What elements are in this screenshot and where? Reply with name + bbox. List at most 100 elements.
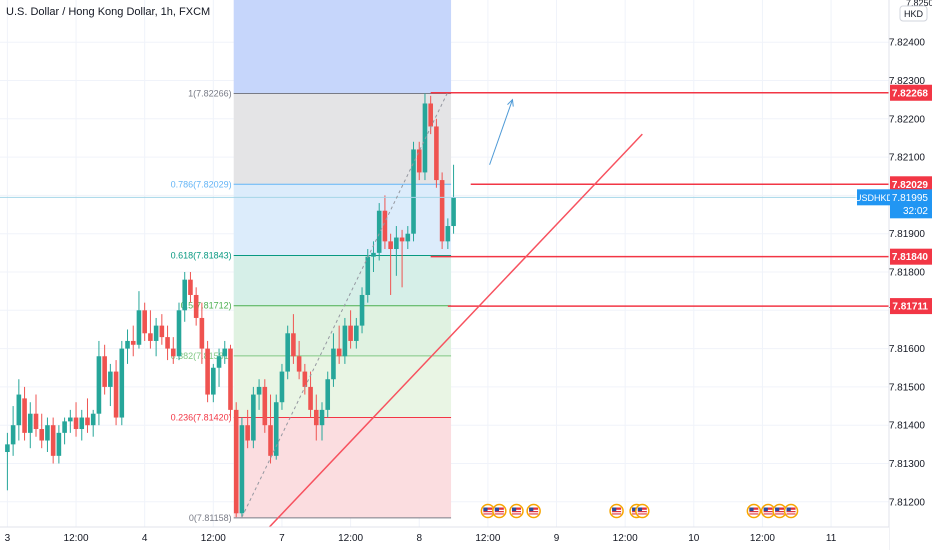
countdown-text: 32:02 [903,206,928,217]
candle-body [325,379,331,410]
candle [16,379,22,441]
candle [33,394,39,437]
candle-body [228,348,233,410]
us-flag-event-icon[interactable] [635,503,650,519]
time-axis: 3 12:00 4 12:00 7 12:00 8 12:00 9 12:00 10 12:00 11 [0,526,889,550]
flag-canton [786,507,791,512]
arrow-line[interactable] [489,99,513,165]
candle [56,425,62,464]
candle-body [348,325,353,341]
candle [211,363,216,403]
us-flag-event-icon[interactable] [492,503,507,519]
flag-canton [494,507,500,512]
candle [165,325,170,361]
flag-stripe-white [612,512,622,514]
candle-body [211,367,216,395]
candle [336,325,342,364]
candle-body [33,413,39,430]
candle-body [148,333,153,341]
candle [399,229,405,288]
fib-zone [233,305,452,356]
price-label: 7.82200 [889,114,926,125]
candle-body [382,210,388,242]
price-label: 7.82300 [889,76,926,87]
flag-canton [612,507,617,512]
candle [50,417,56,464]
time-label: 10 [688,533,700,544]
candle [302,363,308,395]
candle [45,417,50,453]
candle [228,344,233,418]
candle-body [16,394,22,426]
candle [79,409,85,441]
candle-body [96,356,102,414]
candle [239,417,245,518]
candle [193,287,199,326]
candle-body [439,180,445,242]
level-tag [890,84,932,101]
fib-level-label: 0.382(7.81581) [171,351,232,361]
candle [411,141,416,242]
candle-body [319,409,325,426]
candle-body [193,294,199,318]
trend-line[interactable] [252,133,643,545]
candle-body [73,417,79,430]
candle-body [411,149,416,234]
candle-body [394,237,399,250]
level-tag [890,176,932,193]
flag-canton [775,507,780,512]
candle-body [256,386,262,395]
candle-body [108,371,113,387]
candle [416,141,422,181]
candle [108,363,113,407]
candle-body [119,348,125,418]
us-flag-event-icon[interactable] [746,503,762,519]
candle [382,195,388,250]
fib-trend-dashed-line [241,91,449,518]
price-label: 7.82400 [889,38,926,49]
candle [268,394,273,464]
us-flag-event-icon[interactable] [609,503,624,519]
candle [279,363,285,410]
candle-body [336,348,342,357]
us-flag-event-icon[interactable] [526,503,541,519]
candle-body [451,197,456,227]
candle-body [22,398,27,433]
fib-zone [233,184,452,256]
us-flag-event-icon[interactable] [509,503,524,519]
candle [405,226,411,250]
fibonacci-retracement: 1(7.82266) 0.786(7.82029) 0.618(7.81843) 0.… [171,89,452,523]
ticker-label: USDHKD [855,193,894,203]
candle [216,348,222,387]
candle-body [182,279,188,311]
candle-body [428,103,433,127]
currency-badge[interactable] [899,5,928,22]
time-axis-bg [0,527,889,550]
candle-body [199,317,205,349]
candle [451,164,456,234]
time-label: 3 [5,533,11,544]
us-flag-event-icon[interactable] [772,503,787,519]
candle [313,394,319,441]
flag-stripe-white [786,512,796,514]
candle-body [170,348,176,357]
candle-body [50,425,56,456]
candle-body [342,325,348,357]
time-label: 11 [826,533,837,544]
candle-body [27,413,33,433]
level-tag-text: 7.81840 [892,252,929,263]
level-tag-text: 7.82029 [892,180,929,191]
last-price-tag [890,189,932,219]
us-flag-event-icon[interactable] [760,503,776,519]
candle [291,314,296,364]
candle-body [165,337,170,349]
candle [359,287,365,334]
candle-body [39,429,45,441]
candles [5,93,456,518]
candle [39,413,45,449]
flag-canton [749,507,754,512]
us-flag-event-icon[interactable] [783,503,799,519]
candle-body [251,394,256,441]
